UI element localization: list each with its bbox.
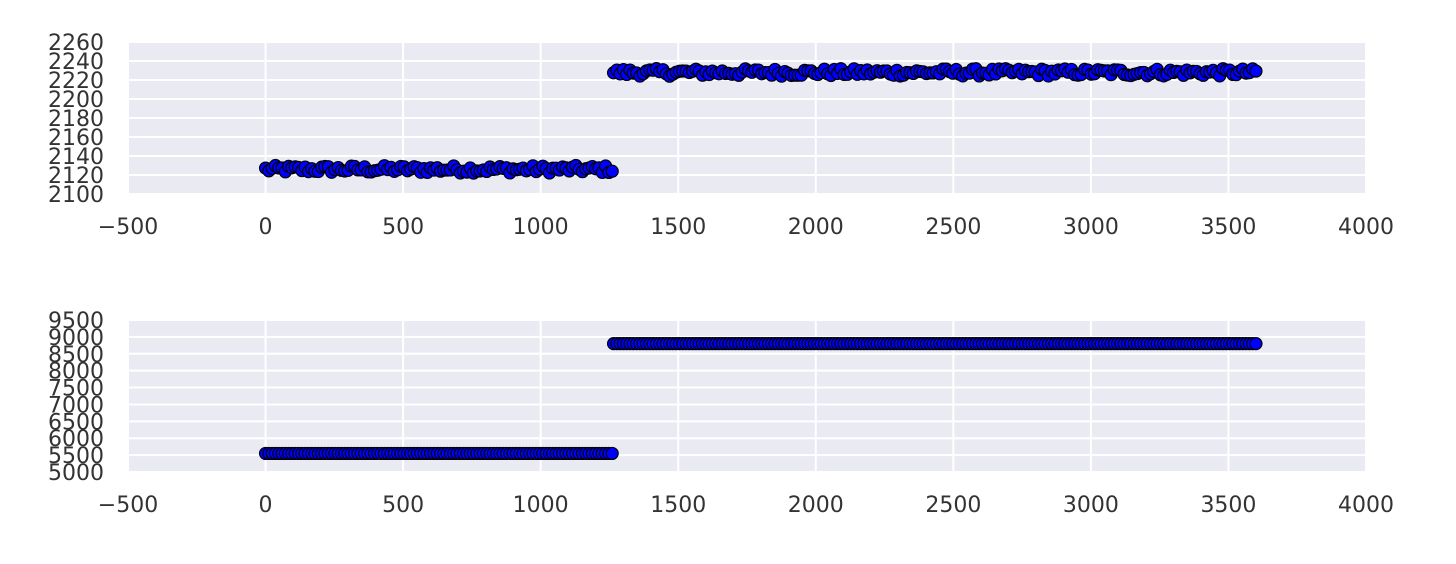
top-data-point bbox=[1249, 64, 1263, 78]
bottom-y-tick-label: 5500 bbox=[48, 444, 104, 469]
bottom-y-tick-label: 6500 bbox=[48, 410, 104, 435]
bottom-scatter-subplot: −500 0 500 1000 1500 2000 2500 3000 3500 4000 5000… bbox=[48, 309, 1394, 518]
top-data-points bbox=[258, 62, 1263, 180]
top-x-tick-label: 4000 bbox=[1338, 215, 1394, 240]
bottom-x-tick-label: 3000 bbox=[1063, 493, 1119, 518]
top-x-tick-label: 3500 bbox=[1200, 215, 1256, 240]
bottom-y-tick-label: 8500 bbox=[48, 343, 104, 368]
bottom-y-tick-label: 8000 bbox=[48, 360, 104, 385]
top-x-tick-label: 1500 bbox=[650, 215, 706, 240]
bottom-x-tick-label: 2000 bbox=[788, 493, 844, 518]
top-scatter-subplot: −500 0 500 1000 1500 2000 2500 3000 3500 4000 2100… bbox=[48, 31, 1394, 240]
bottom-x-tick-label: 0 bbox=[259, 493, 273, 518]
top-y-tick-label: 2220 bbox=[48, 69, 104, 94]
top-y-tick-label: 2180 bbox=[48, 107, 104, 132]
bottom-data-point bbox=[1249, 337, 1263, 351]
bottom-x-tick-label: −500 bbox=[98, 493, 158, 518]
bottom-y-tick-label: 7500 bbox=[48, 377, 104, 402]
bottom-x-tick-label: 2500 bbox=[925, 493, 981, 518]
top-y-tick-label: 2100 bbox=[48, 183, 104, 208]
bottom-x-tick-label: 500 bbox=[382, 493, 424, 518]
bottom-y-tick-label: 6000 bbox=[48, 427, 104, 452]
top-y-tick-label: 2160 bbox=[48, 126, 104, 151]
top-x-tick-label: 2500 bbox=[925, 215, 981, 240]
bottom-x-tick-label: 1000 bbox=[513, 493, 569, 518]
top-x-tick-label: 0 bbox=[259, 215, 273, 240]
top-y-tick-label: 2260 bbox=[48, 31, 104, 56]
top-x-tick-label: 2000 bbox=[788, 215, 844, 240]
top-x-tick-label: 3000 bbox=[1063, 215, 1119, 240]
top-data-point bbox=[605, 164, 619, 178]
top-x-tick-label: 1000 bbox=[513, 215, 569, 240]
bottom-y-tick-label: 9000 bbox=[48, 326, 104, 351]
bottom-y-tick-label: 5000 bbox=[48, 461, 104, 486]
top-y-tick-label: 2240 bbox=[48, 50, 104, 75]
bottom-data-points bbox=[258, 337, 1263, 461]
top-x-tick-label: −500 bbox=[98, 215, 158, 240]
top-y-tick-label: 2120 bbox=[48, 164, 104, 189]
top-y-tick-label: 2140 bbox=[48, 145, 104, 170]
top-x-tick-label: 500 bbox=[382, 215, 424, 240]
bottom-data-point bbox=[605, 446, 619, 461]
bottom-x-tick-label: 3500 bbox=[1200, 493, 1256, 518]
bottom-y-tick-label: 9500 bbox=[48, 309, 104, 334]
bottom-x-tick-label: 1500 bbox=[650, 493, 706, 518]
bottom-y-tick-label: 7000 bbox=[48, 393, 104, 418]
top-y-tick-label: 2200 bbox=[48, 88, 104, 113]
bottom-x-tick-label: 4000 bbox=[1338, 493, 1394, 518]
